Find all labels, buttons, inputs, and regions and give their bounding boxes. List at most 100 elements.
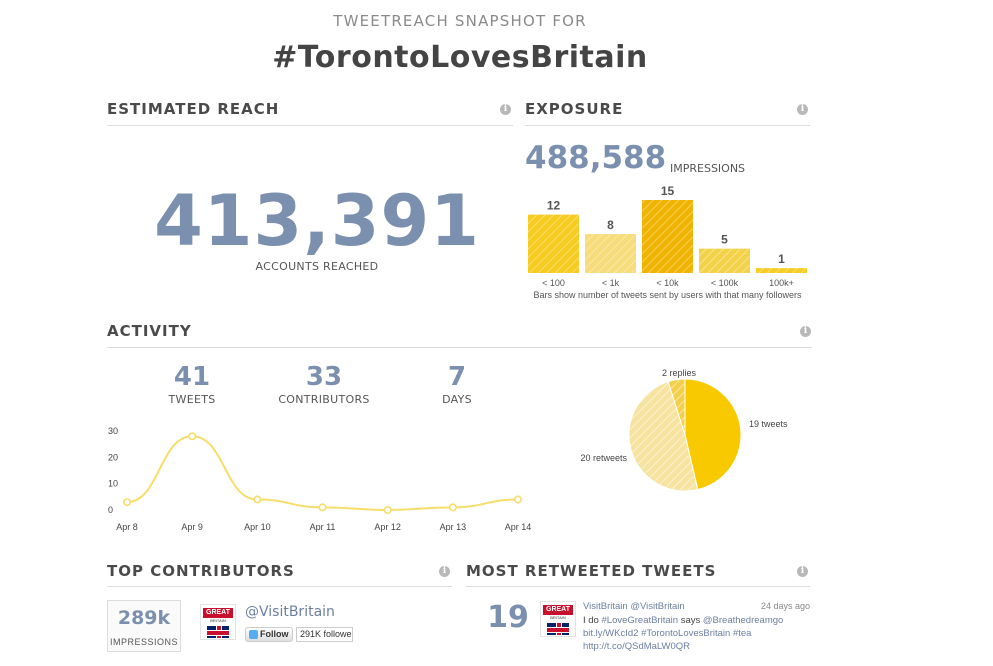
divider <box>466 586 810 587</box>
reach-label: ACCOUNTS REACHED <box>255 260 379 273</box>
tweet-avatar[interactable]: GREAT BRITAIN <box>540 601 576 637</box>
union-jack-icon <box>547 623 569 635</box>
estimated-reach-title: ESTIMATED REACH <box>107 100 280 118</box>
contributor-impressions-box: 289k IMPRESSIONS <box>107 600 181 652</box>
activity-point-3 <box>318 503 327 512</box>
tweet-text: I do <box>583 615 602 626</box>
snapshot-subtitle: TWEETREACH SNAPSHOT FOR <box>333 12 587 30</box>
x-tick-label-6: Apr 14 <box>505 522 532 532</box>
x-tick-label-4: Apr 12 <box>374 522 401 532</box>
bar-category-label-2: < 10k <box>656 278 679 288</box>
y-tick-label-2: 20 <box>108 452 118 462</box>
bar-hatch-2 <box>642 200 693 273</box>
bar-chart-note: Bars show number of tweets sent by users… <box>533 290 802 300</box>
divider <box>107 347 812 348</box>
pie-label-0: 19 tweets <box>749 419 788 429</box>
follow-button[interactable]: Follow <box>245 627 293 642</box>
divider <box>107 586 452 587</box>
avatar-logo-text: GREAT <box>543 605 573 615</box>
x-tick-label-5: Apr 13 <box>440 522 467 532</box>
bar-value-label-3: 5 <box>721 233 728 247</box>
days-count: 7 <box>447 362 467 392</box>
bar-category-label-3: < 100k <box>711 278 739 288</box>
contributor-avatar[interactable]: GREAT BRITAIN <box>200 604 236 640</box>
y-tick-label-3: 30 <box>108 426 118 436</box>
x-tick-label-0: Apr 8 <box>116 522 138 532</box>
tweets-count: 41 <box>173 362 211 392</box>
exposure-title: EXPOSURE <box>525 100 624 118</box>
tweet-author[interactable]: VisitBritain @VisitBritain <box>583 601 685 612</box>
follower-count: 291K followers <box>296 627 353 642</box>
divider <box>107 125 513 126</box>
activity-point-0 <box>122 498 131 507</box>
most-retweeted-title: MOST RETWEETED TWEETS <box>466 562 717 580</box>
twitter-bird-icon <box>249 630 258 639</box>
pie-label-2: 2 replies <box>662 368 697 378</box>
y-tick-label-0: 0 <box>108 505 113 515</box>
tweet-time-ago: 24 days ago <box>760 601 810 611</box>
bar-value-label-1: 8 <box>607 218 614 232</box>
bar-hatch-0 <box>528 214 579 273</box>
activity-point-4 <box>383 506 392 515</box>
union-jack-icon <box>207 626 229 638</box>
activity-point-2 <box>253 495 262 504</box>
info-icon[interactable]: i <box>797 566 808 577</box>
x-tick-label-1: Apr 9 <box>181 522 203 532</box>
activity-series-line <box>126 435 519 512</box>
tweet-type-pie-chart: 19 tweets 20 retweets 2 replies <box>580 368 788 492</box>
activity-title: ACTIVITY <box>107 322 192 340</box>
activity-point-5 <box>448 503 457 512</box>
bar-category-label-0: < 100 <box>542 278 565 288</box>
impressions-value: 488,588 <box>525 140 667 176</box>
bar-value-label-2: 15 <box>661 184 675 198</box>
hashtag-link[interactable]: #LoveGreatBritain <box>601 615 679 626</box>
bar-category-label-1: < 1k <box>602 278 620 288</box>
contributor-impressions-value: 289k <box>117 607 171 629</box>
activity-point-6 <box>513 495 522 504</box>
tco-link[interactable]: http://t.co/QSdMaLW0QR <box>583 641 691 652</box>
tweet-text-line-2: bit.ly/WKcId2 #TorontoLovesBritain #tea <box>583 628 751 639</box>
bar-value-label-0: 12 <box>547 199 561 213</box>
x-tick-label-3: Apr 11 <box>310 522 336 532</box>
bar-hatch-4 <box>756 268 807 273</box>
impressions-label: IMPRESSIONS <box>670 162 746 175</box>
activity-line-chart: 0 10 20 30 Apr 8 Apr 9 Apr 10 Apr 11 Apr 12 Apr 1… <box>108 426 532 532</box>
mention-link[interactable]: @Breathedreamgo <box>702 615 784 626</box>
tweets-label: TWEETS <box>168 393 216 406</box>
follow-label: Follow <box>260 629 289 639</box>
divider <box>525 125 810 126</box>
tweet-text-line-1: I do #LoveGreatBritain says @Breathedrea… <box>583 615 783 626</box>
activity-point-1 <box>188 432 197 441</box>
info-icon[interactable]: i <box>439 566 450 577</box>
y-tick-label-1: 10 <box>108 479 118 489</box>
avatar-logo-text: GREAT <box>203 608 233 618</box>
top-contributors-title: TOP CONTRIBUTORS <box>107 562 295 580</box>
pie-slice-hatch-2 <box>668 379 685 435</box>
reach-value: 413,391 <box>154 180 480 262</box>
short-link[interactable]: bit.ly/WKcId2 <box>583 628 639 639</box>
info-icon[interactable]: i <box>500 104 511 115</box>
pie-label-1: 20 retweets <box>580 453 627 463</box>
contributors-count: 33 <box>305 362 343 392</box>
hashtag-link[interactable]: #TorontoLovesBritain #tea <box>641 628 752 639</box>
contributors-label: CONTRIBUTORS <box>278 393 370 406</box>
pie-slice-0 <box>684 378 742 491</box>
info-icon[interactable]: i <box>800 326 811 337</box>
bar-hatch-1 <box>585 234 636 273</box>
retweet-count: 19 <box>487 600 529 635</box>
tweet-text: says <box>678 615 703 626</box>
contributor-handle[interactable]: @VisitBritain <box>245 604 335 620</box>
contributor-impressions-label: IMPRESSIONS <box>109 637 178 647</box>
bar-hatch-3 <box>699 248 750 273</box>
avatar-logo-subtext: BRITAIN <box>210 618 226 623</box>
bar-category-label-4: 100k+ <box>769 278 794 288</box>
info-icon[interactable]: i <box>797 104 808 115</box>
days-label: DAYS <box>442 393 472 406</box>
tweet-text-line-3: http://t.co/QSdMaLW0QR <box>583 641 690 652</box>
avatar-logo-subtext: BRITAIN <box>550 615 566 620</box>
x-tick-label-2: Apr 10 <box>244 522 271 532</box>
bar-value-label-4: 1 <box>778 252 785 266</box>
followers-bar-chart: 12 < 100 8 < 1k 15 < 10k 5 < 100k 1 100k+ <box>528 184 807 288</box>
hashtag-title: #TorontoLovesBritain <box>272 40 648 75</box>
pie-slice-hatch-1 <box>629 381 698 491</box>
